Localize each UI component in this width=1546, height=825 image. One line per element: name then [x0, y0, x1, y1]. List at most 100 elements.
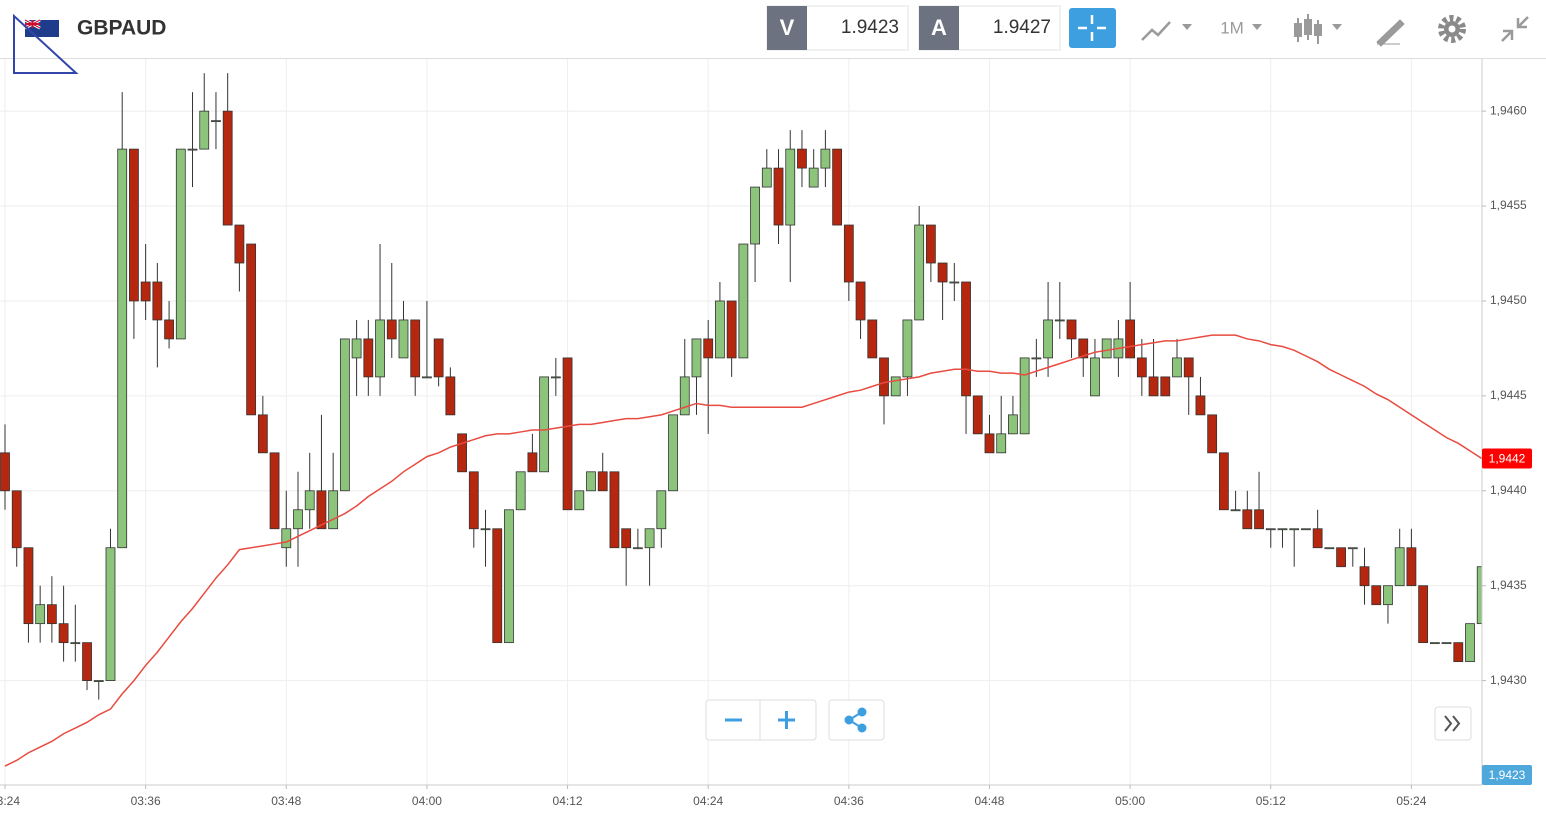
candle-body: [644, 528, 655, 549]
candle-body: [1148, 376, 1159, 397]
x-tick-label: 03:48: [271, 794, 301, 808]
zoom-controls: [705, 699, 1472, 741]
candle-body: [515, 471, 526, 511]
candle-body: [1301, 528, 1311, 531]
candle-body: [703, 338, 714, 359]
zoom-in[interactable]: [778, 711, 795, 729]
candle-body: [140, 281, 151, 302]
candle-body: [1101, 338, 1112, 359]
chart-type-button[interactable]: [1141, 21, 1192, 41]
candle-body: [785, 148, 796, 226]
candle-body: [1359, 566, 1370, 587]
candle-body: [562, 357, 573, 511]
y-tick-label: 1,9435: [1490, 578, 1527, 592]
candle-body: [1371, 585, 1382, 606]
candle-body: [375, 319, 385, 378]
candle-body: [304, 490, 315, 511]
collapse-button[interactable]: [1501, 16, 1529, 42]
candle-body: [726, 300, 737, 359]
candle-body: [1183, 357, 1194, 378]
candle-body: [257, 414, 268, 454]
y-tick-label: 1,9450: [1490, 293, 1527, 307]
candle-body: [1312, 528, 1323, 549]
candle-body: [1383, 585, 1393, 606]
candle-body: [480, 528, 491, 531]
candle-body: [550, 376, 561, 379]
candle-body: [1195, 395, 1206, 416]
candle-body: [621, 528, 632, 549]
candle-body: [82, 642, 92, 682]
x-tick-label: 04:00: [412, 794, 442, 808]
candle-body: [1066, 319, 1077, 340]
candle-body: [23, 547, 34, 625]
candle-body: [129, 148, 139, 302]
candle-body: [0, 452, 10, 492]
candle-body: [679, 376, 690, 416]
candle-body: [925, 224, 936, 264]
candle-body: [152, 281, 163, 321]
candle-body: [1008, 414, 1018, 435]
candle-body: [1090, 357, 1100, 397]
axes: 1,9430 1,9435 1,9440 1,9445 1,9450 1,9455 1,94…: [0, 103, 1527, 808]
candle-body: [1218, 452, 1229, 511]
buy-label-bg: [919, 6, 959, 50]
candle-body: [1347, 547, 1358, 550]
candle-body: [867, 319, 878, 359]
crosshair-button[interactable]: [1069, 8, 1116, 48]
zoom-box: [705, 699, 817, 741]
candle-body: [1043, 319, 1053, 359]
candle-body: [105, 547, 116, 682]
candle-body: [1277, 528, 1288, 531]
candle-body: [996, 433, 1007, 454]
buy-price: 1.9427: [993, 17, 1051, 38]
candle-body: [715, 300, 725, 359]
candle-body: [433, 338, 444, 378]
candle-body: [527, 452, 538, 473]
candle-style-button[interactable]: [1294, 14, 1342, 44]
candle-body: [1394, 547, 1405, 587]
x-tick-label: 04:24: [693, 794, 723, 808]
candle-body: [609, 471, 620, 549]
candle-body: [1054, 319, 1065, 322]
sell-label: V: [780, 15, 795, 40]
candle-body: [1230, 509, 1241, 512]
draw-tool-button[interactable]: [1376, 19, 1405, 47]
candle-body: [761, 167, 772, 188]
candle-body: [750, 186, 760, 245]
sell-price: 1.9423: [841, 17, 899, 38]
candle-body: [246, 243, 257, 416]
candle-body: [199, 110, 210, 150]
candle-body: [328, 490, 339, 530]
bid-marker-bg: [1482, 765, 1532, 785]
x-tick-label: 04:48: [974, 794, 1004, 808]
share-box[interactable]: [828, 699, 885, 741]
y-tick-label: 1,9455: [1490, 198, 1527, 212]
plot-area: [0, 73, 1482, 767]
chevrons: [1444, 715, 1461, 732]
candle-body: [410, 319, 421, 378]
candle-body: [902, 319, 913, 378]
candle-body: [574, 490, 585, 511]
candle-body: [1429, 642, 1440, 645]
candle-body: [1125, 319, 1136, 359]
candle-body: [46, 604, 57, 625]
candle-body: [492, 528, 503, 644]
y-tick-label: 1,9430: [1490, 673, 1527, 687]
candle-body: [504, 509, 514, 644]
candle-body: [445, 376, 456, 416]
candle-body: [234, 224, 245, 264]
candle-body: [398, 319, 409, 359]
settings-button[interactable]: [1438, 15, 1466, 43]
candle-body: [691, 338, 702, 378]
scroll-right-button[interactable]: [1434, 706, 1472, 741]
sell-label-bg: [767, 6, 807, 50]
candle-body: [1441, 642, 1452, 645]
candle-body: [1172, 357, 1182, 378]
candle-body: [293, 509, 303, 530]
candle-body: [914, 224, 925, 321]
timeframe-button[interactable]: 1M: [1220, 18, 1244, 37]
candle-body: [972, 395, 983, 435]
x-tick-label: 05:12: [1256, 794, 1286, 808]
candle-body: [1207, 414, 1218, 454]
candle-body: [1418, 585, 1429, 644]
